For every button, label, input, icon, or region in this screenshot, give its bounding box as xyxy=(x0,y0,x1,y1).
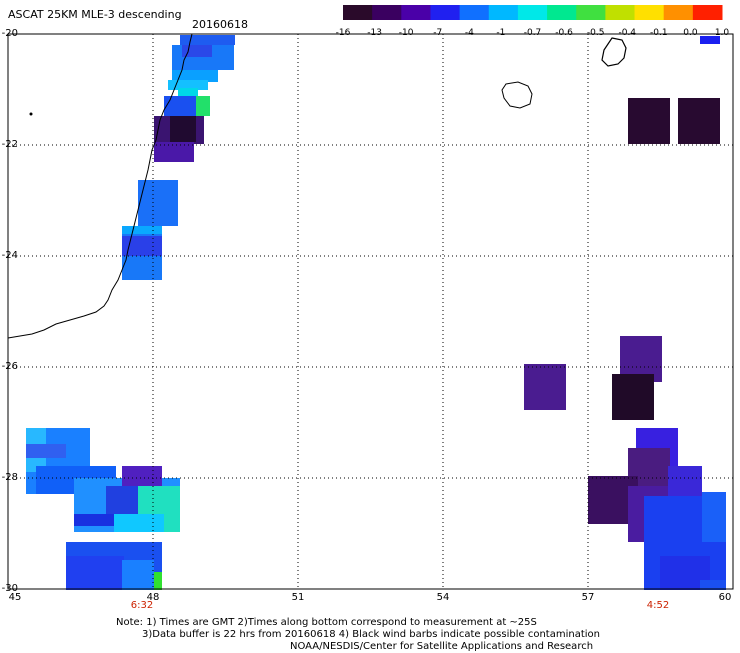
colorbar-label: -0.7 xyxy=(523,28,542,38)
y-tick-label: -30 xyxy=(1,583,18,594)
map-title: ASCAT 25KM MLE-3 descending xyxy=(8,8,182,21)
colorbar-label: -10 xyxy=(398,28,414,38)
colorbar-swatch xyxy=(430,5,461,20)
colorbar-swatch xyxy=(343,5,373,20)
x-tick-label: 57 xyxy=(581,592,595,603)
y-tick-label: -28 xyxy=(1,472,18,483)
island-reunion xyxy=(501,81,533,109)
colorbar-label: -16 xyxy=(335,28,351,38)
y-tick-label: -20 xyxy=(1,28,18,39)
time-label-right: 4:52 xyxy=(646,600,670,611)
y-tick-label: -26 xyxy=(1,361,18,372)
map-date: 20160618 xyxy=(192,18,248,31)
colorbar-label: -13 xyxy=(367,28,382,38)
graticule xyxy=(8,34,733,589)
data-swath xyxy=(26,35,726,590)
colorbar-label: -4 xyxy=(464,28,474,38)
map-frame xyxy=(7,33,734,590)
note-line-3: NOAA/NESDIS/Center for Satellite Applica… xyxy=(290,641,594,652)
colorbar-swatch xyxy=(605,5,636,20)
colorbar-label: -0.5 xyxy=(586,28,605,38)
note-line-1: Note: 1) Times are GMT 2)Times along bot… xyxy=(116,617,537,628)
small-island xyxy=(29,112,33,116)
colorbar-swatch xyxy=(663,5,694,20)
x-tick-label: 45 xyxy=(8,592,22,603)
x-tick-label: 51 xyxy=(291,592,305,603)
coastline xyxy=(7,33,193,339)
colorbar-label: -1 xyxy=(496,28,506,38)
colorbar-label: -0.6 xyxy=(555,28,573,38)
island-mauritius xyxy=(601,37,627,67)
x-tick-label: 48 xyxy=(146,592,160,603)
x-tick-label: 54 xyxy=(436,592,450,603)
x-tick-label: 60 xyxy=(718,592,732,603)
y-tick-label: -22 xyxy=(1,139,18,150)
colorbar-label: -0.1 xyxy=(650,28,668,38)
colorbar-label: -0.4 xyxy=(618,28,637,38)
colorbar-swatch xyxy=(401,5,431,20)
colorbar-swatch xyxy=(692,5,723,20)
colorbar-swatch xyxy=(488,5,519,20)
colorbar-swatch xyxy=(459,5,490,20)
colorbar-swatch xyxy=(576,5,606,20)
colorbar-swatch xyxy=(634,5,665,20)
note-line-2: 3)Data buffer is 22 hrs from 20160618 4)… xyxy=(142,629,600,640)
colorbar-label: -7 xyxy=(433,28,443,38)
colorbar-label: 1.0 xyxy=(714,28,730,38)
colorbar-swatch xyxy=(372,5,402,20)
time-label-left: 6:32 xyxy=(130,600,154,611)
colorbar-swatch xyxy=(517,5,548,20)
y-tick-label: -24 xyxy=(1,250,18,261)
colorbar-label: 0.0 xyxy=(683,28,698,38)
colorbar-swatch xyxy=(547,5,577,20)
colorbar xyxy=(343,5,723,20)
